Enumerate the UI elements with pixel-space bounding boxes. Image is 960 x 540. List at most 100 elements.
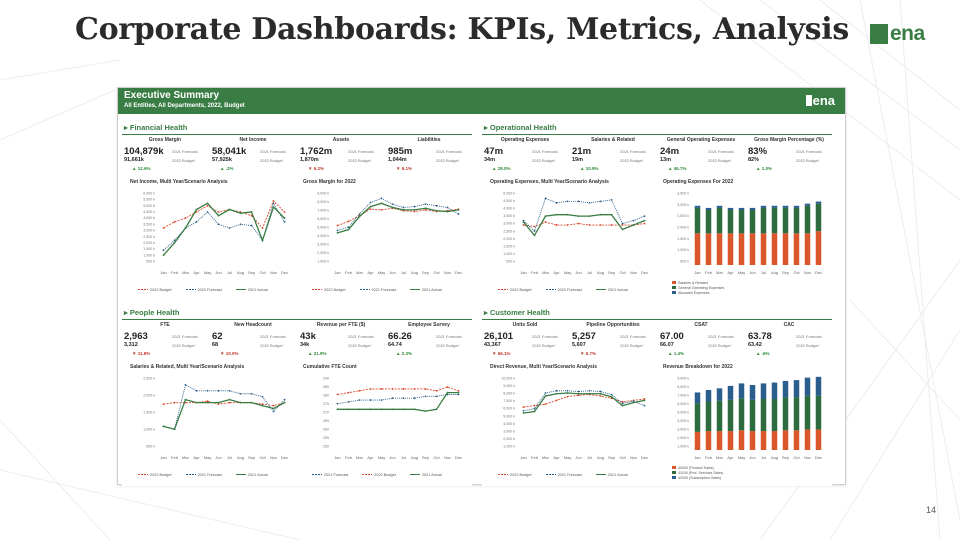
kpi-variance: ▲ 10.9%	[580, 166, 599, 171]
legend-swatch	[185, 289, 196, 290]
y-tick-label: 2,000 k	[143, 394, 155, 398]
legend-swatch	[672, 466, 676, 469]
bar-segment	[782, 233, 789, 265]
x-tick-label: Aug	[237, 455, 244, 460]
series-line	[163, 400, 285, 407]
x-tick-label: Apr	[193, 455, 200, 460]
kpi-forecast-label: 2021 Forecast	[620, 149, 646, 154]
ops2-chart: 3,500 k 3,000 k 2,500 k 2,000 k 1,500 k 1,000…	[677, 192, 822, 276]
cus2-chart: 9,000 k 8,000 k 7,000 k 6,000 k 5,000 k 4,000…	[677, 377, 822, 461]
kpi-tile: CSAT 67.00 2021 Forecast 66.07 2022 Budget ▲ …	[658, 322, 744, 360]
y-tick-label: 1,500 k	[677, 237, 689, 241]
kpi-forecast-label: 2021 Forecast	[172, 334, 198, 339]
data-point	[566, 389, 569, 392]
data-point	[369, 408, 372, 411]
x-tick-label: Aug	[771, 270, 778, 275]
x-tick-label: Jun	[575, 270, 581, 275]
bar-segment	[782, 397, 789, 431]
caret-right-icon: ▸	[124, 123, 130, 132]
data-point	[347, 391, 350, 394]
data-point	[435, 204, 438, 207]
data-point	[533, 234, 536, 237]
legend-swatch	[138, 289, 148, 290]
dashboard-card: Executive Summary All Entities, All Depa…	[117, 87, 846, 486]
data-point	[217, 223, 220, 226]
data-point	[283, 401, 286, 404]
data-point	[402, 209, 405, 211]
chart-title: Net Income, Multi Year/Scenario Analysis	[130, 179, 228, 185]
x-tick-label: Jan	[520, 455, 526, 460]
legend-label: 42000 (Subscription Sales)	[678, 476, 722, 480]
series-line	[337, 391, 459, 412]
kpi-forecast-label: 2021 Forecast	[436, 334, 462, 339]
x-tick-label: Oct	[259, 270, 266, 275]
x-tick-label: Sep	[422, 455, 430, 460]
legend-label: 2021 Actual	[421, 473, 442, 477]
data-point	[610, 393, 613, 396]
data-point	[599, 200, 602, 203]
x-tick-label: Jul	[227, 455, 232, 460]
legend-item: 2022 Budget	[498, 473, 532, 477]
data-point	[250, 214, 253, 217]
legend-label: 2021 Forecast	[371, 288, 396, 292]
panel-title-text: Operational Health	[489, 123, 557, 132]
data-point	[391, 206, 394, 209]
data-point	[599, 213, 602, 216]
kpi-forecast-label: 2021 Forecast	[532, 149, 558, 154]
data-point	[533, 225, 536, 228]
data-point	[336, 229, 339, 232]
x-tick-label: Jan	[160, 455, 166, 460]
x-tick-label: Oct	[433, 270, 440, 275]
y-tick-label: 3,000 k	[503, 429, 515, 433]
x-tick-label: Jan	[160, 270, 166, 275]
y-tick-label: 2,500 k	[143, 235, 155, 239]
vena-logo-mark-icon	[870, 24, 888, 44]
kpi-tile: Gross Margin Percentage (%) 83% 2021 Forec…	[746, 137, 832, 175]
data-point	[446, 206, 449, 209]
legend-label: 41100 (Prof. Services Sales)	[678, 471, 724, 475]
data-point	[643, 222, 646, 225]
data-point	[566, 200, 569, 203]
x-tick-label: Apr	[367, 455, 374, 460]
x-tick-label: Jan	[334, 270, 340, 275]
data-point	[533, 230, 536, 232]
y-tick-label: 9,000 k	[677, 377, 689, 381]
kpi-tile: Operating Expenses 47m 2021 Forecast 34m 202…	[482, 137, 568, 175]
legend-swatch	[235, 289, 246, 290]
data-point	[610, 198, 613, 201]
bar-segment	[760, 399, 767, 432]
x-tick-label: May	[204, 455, 212, 460]
x-tick-label: Oct	[793, 455, 800, 460]
bar-segment	[782, 430, 789, 450]
y-tick-label: 4,500 k	[143, 210, 155, 214]
x-tick-label: Mar	[182, 270, 190, 275]
data-point	[643, 398, 646, 400]
data-point	[283, 220, 286, 223]
kpi-forecast-label: 2021 Forecast	[172, 149, 198, 154]
data-point	[380, 202, 383, 205]
ppl2-chart: 290 285 280 275 270 265 260 255 250 Jan Feb Mar Apr M…	[323, 377, 462, 461]
bar-segment	[804, 429, 811, 450]
legend-item: 2021 Actual	[409, 288, 442, 292]
data-point	[457, 209, 460, 211]
legend-item: 2021 Forecast	[545, 473, 582, 477]
data-point	[610, 395, 613, 398]
x-tick-label: Aug	[771, 455, 778, 460]
legend-label: 2021 Forecast	[557, 473, 582, 477]
ops1-chart: 5,000 k 4,500 k 4,000 k 3,500 k 3,000 k 2,500…	[503, 192, 648, 276]
dashboard-subtitle: All Entities, All Departments, 2022, Bud…	[124, 103, 245, 109]
legend-swatch	[409, 474, 420, 475]
bar-segment	[760, 383, 767, 400]
bar-segment	[749, 431, 756, 450]
data-point	[577, 200, 580, 203]
data-point	[632, 401, 635, 404]
kpi-label: Gross Margin	[148, 137, 182, 143]
data-point	[413, 388, 416, 390]
y-tick-label: 6,000 k	[503, 407, 515, 411]
x-tick-label: Sep	[422, 270, 430, 275]
data-point	[228, 208, 231, 211]
data-point	[533, 410, 536, 413]
legend-label: 2021 Actual	[607, 288, 628, 292]
legend-label: 2021 Actual	[247, 473, 268, 477]
